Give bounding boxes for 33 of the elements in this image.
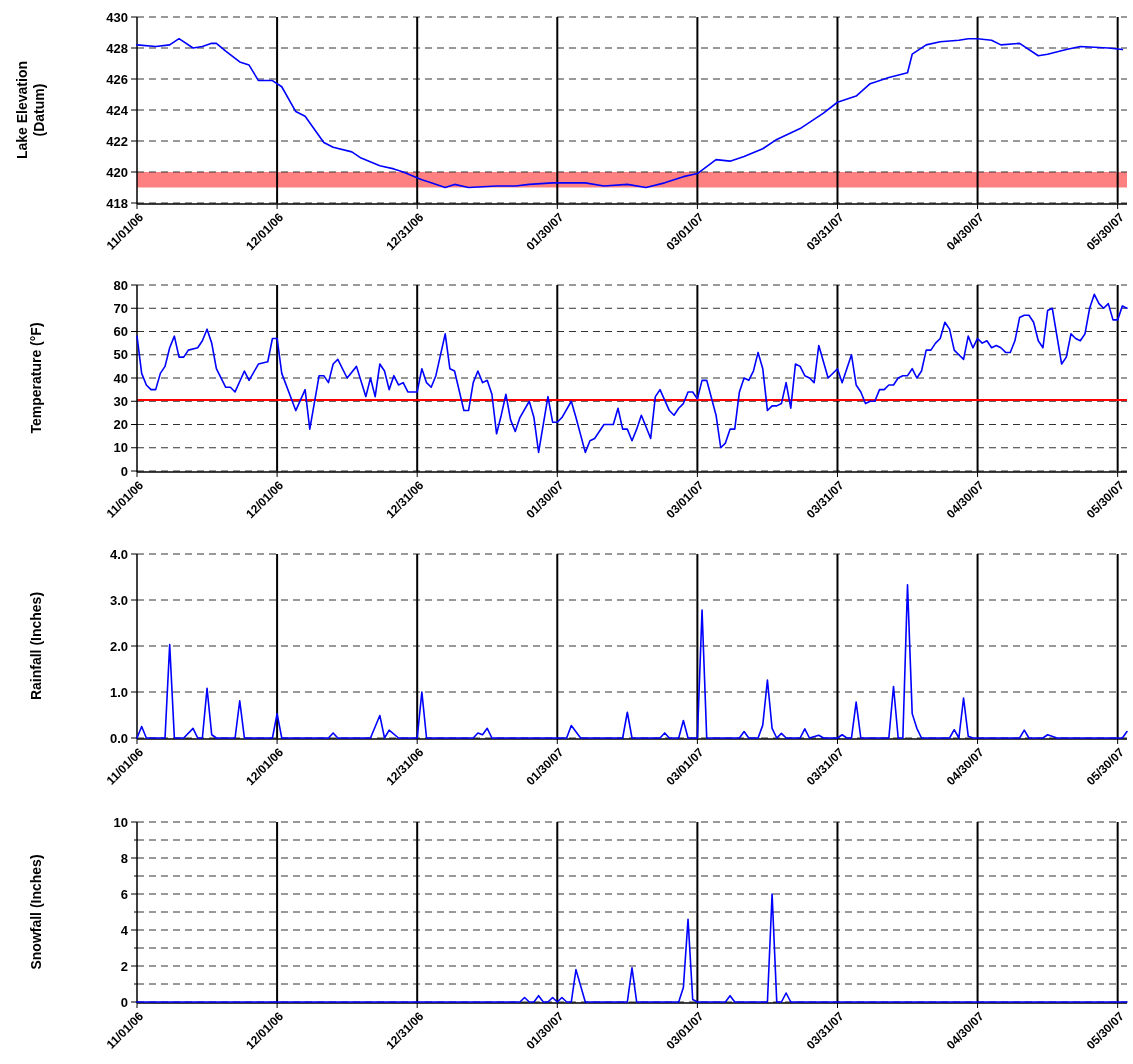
y-tick-label: 30 — [113, 393, 128, 409]
y-tick-label: 430 — [106, 9, 128, 25]
y-tick-label: 2.0 — [109, 638, 128, 654]
y-tick-label: 60 — [113, 324, 128, 340]
y-axis-title: Temperature (°F) — [27, 322, 44, 434]
y-tick-label: 3.0 — [109, 592, 128, 608]
y-tick-label: 0 — [120, 463, 128, 479]
y-tick-label: 80 — [113, 277, 128, 293]
line-series — [136, 293, 1128, 454]
y-tick-label: 1.0 — [109, 684, 128, 700]
y-tick-label: 10 — [113, 440, 128, 456]
y-tick-label: 424 — [106, 102, 129, 118]
y-tick-label: 6 — [120, 886, 128, 902]
y-tick-label: 50 — [113, 347, 128, 363]
y-tick-label: 10 — [113, 814, 128, 830]
y-axis-title: Lake Elevation (Datum) — [13, 60, 47, 160]
y-tick-label: 422 — [106, 133, 128, 149]
line-series — [136, 37, 1124, 189]
y-axis-title: Snowfall (Inches) — [27, 854, 44, 970]
y-tick-label: 0.0 — [109, 730, 128, 746]
y-tick-label: 428 — [106, 40, 128, 56]
y-tick-label: 426 — [106, 71, 128, 87]
y-tick-label: 420 — [106, 164, 128, 180]
y-tick-label: 20 — [113, 417, 128, 433]
y-tick-label: 40 — [113, 370, 128, 386]
y-tick-label: 2 — [120, 958, 128, 974]
y-axis-title: Rainfall (Inches) — [27, 591, 44, 701]
y-tick-label: 70 — [113, 300, 128, 316]
y-tick-label: 0 — [120, 994, 128, 1010]
y-tick-label: 4 — [120, 922, 129, 938]
y-tick-label: 418 — [106, 195, 128, 211]
y-tick-label: 4.0 — [109, 546, 128, 562]
y-tick-label: 8 — [120, 850, 128, 866]
